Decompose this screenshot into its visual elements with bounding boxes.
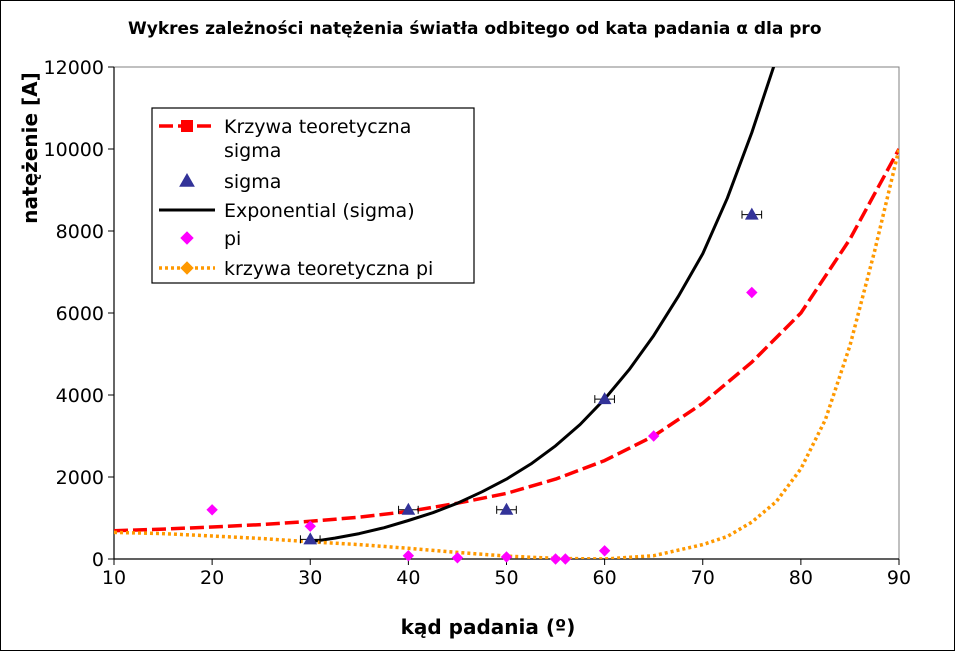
- x-tick-label: 40: [396, 567, 420, 589]
- series-line-2: [310, 67, 776, 544]
- data-point-pi: [206, 504, 218, 516]
- y-tick-label: 10000: [44, 139, 104, 161]
- series-line-4: [114, 148, 899, 559]
- legend-marker: [180, 231, 194, 245]
- data-point-sigma: [303, 532, 318, 545]
- x-axis-label: kąd padania (º): [401, 615, 576, 639]
- legend-label: sigma: [224, 171, 281, 193]
- data-point-pi: [549, 553, 562, 565]
- series-lines: [114, 67, 899, 559]
- y-tick-label: 8000: [56, 221, 104, 243]
- data-point-sigma: [499, 502, 514, 515]
- legend-box: [151, 107, 475, 284]
- y-tick-label: 2000: [56, 467, 104, 489]
- data-point-pi: [647, 430, 660, 442]
- y-axis-label: natężenie [A]: [18, 72, 42, 223]
- legend-label: Exponential (sigma): [224, 200, 415, 222]
- chart-title: Wykres zależności natężenia światła odbi…: [128, 19, 822, 39]
- x-tick-label: 50: [494, 567, 518, 589]
- data-point-sigma: [597, 392, 612, 405]
- data-point-pi: [304, 520, 316, 532]
- legend-label: Krzywa teoretyczna sigma: [224, 116, 411, 162]
- y-tick-label: 12000: [44, 57, 104, 79]
- x-tick-label: 60: [593, 567, 617, 589]
- legend-marker: [181, 120, 193, 132]
- data-point-pi: [500, 551, 513, 563]
- y-tick-label: 4000: [56, 385, 104, 407]
- data-point-pi: [402, 550, 415, 562]
- data-point-pi: [559, 553, 572, 565]
- data-point-sigma: [401, 502, 416, 515]
- data-point-sigma: [744, 207, 759, 220]
- x-tick-label: 70: [691, 567, 715, 589]
- data-point-pi: [598, 545, 611, 557]
- x-tick-label: 90: [887, 567, 911, 589]
- data-point-pi: [746, 286, 758, 299]
- legend-marker: [180, 261, 194, 275]
- x-tick-label: 20: [200, 567, 224, 589]
- legend-label: krzywa teoretyczna pi: [224, 258, 433, 280]
- x-tick-label: 30: [298, 567, 322, 589]
- legend-label: pi: [224, 228, 241, 250]
- data-point-pi: [451, 552, 464, 564]
- y-tick-label: 6000: [56, 303, 104, 325]
- legend-marker: [179, 172, 195, 187]
- y-tick-label: 0: [92, 549, 104, 571]
- x-tick-label: 80: [789, 567, 813, 589]
- x-tick-label: 10: [102, 567, 126, 589]
